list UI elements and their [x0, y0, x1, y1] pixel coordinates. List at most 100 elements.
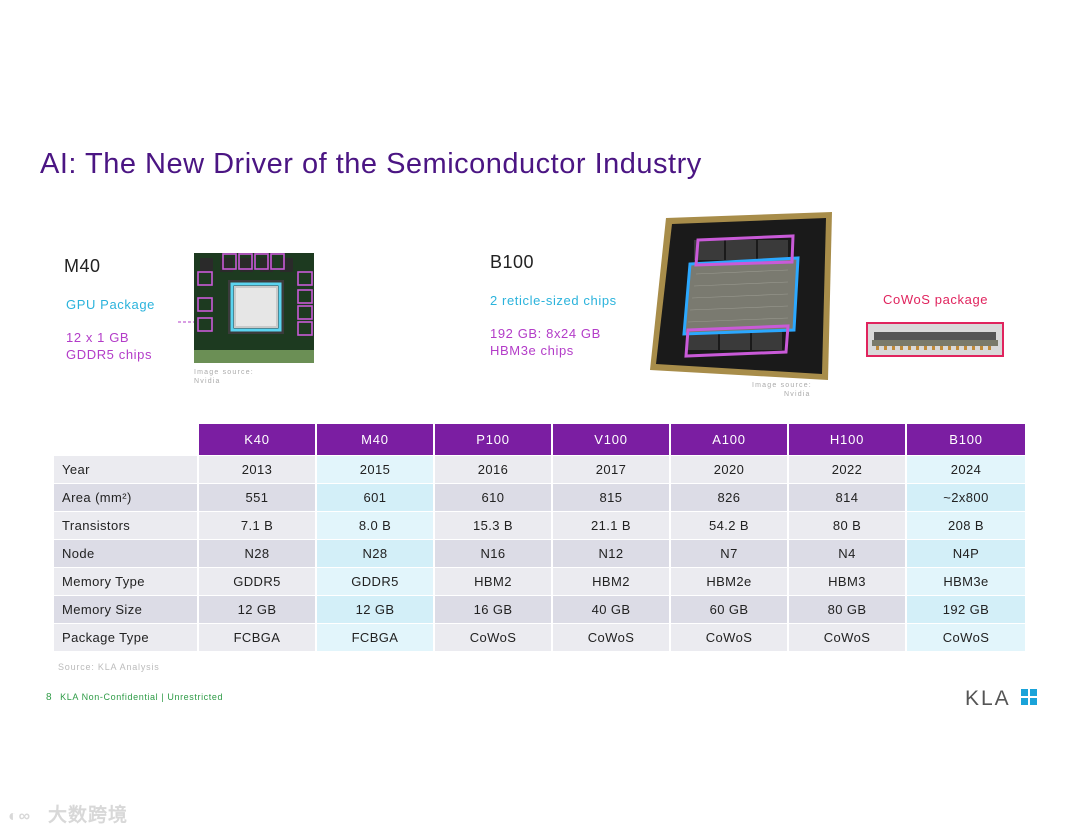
slide-footer: 8 KLA Non-Confidential | Unrestricted — [46, 692, 223, 703]
column-header-a100: A100 — [670, 424, 789, 455]
page-number: 8 — [46, 692, 53, 703]
row-label: Transistors — [54, 510, 199, 539]
table-cell: 2013 — [198, 454, 317, 483]
slide-title: AI: The New Driver of the Semiconductor … — [40, 148, 702, 180]
column-header-m40: M40 — [316, 424, 435, 455]
b100-package-image — [650, 212, 832, 380]
table-cell: 60 GB — [670, 594, 789, 623]
table-cell: 7.1 B — [198, 510, 317, 539]
table-cell: 2015 — [316, 454, 435, 483]
row-label: Year — [54, 454, 199, 483]
m40-memory-label-line2: GDDR5 chips — [66, 347, 153, 362]
table-cell: 2017 — [552, 454, 671, 483]
column-header-k40: K40 — [198, 424, 317, 455]
table-header-row: K40 M40 P100 V100 A100 H100 B100 — [54, 424, 1027, 455]
watermark: ◐∞ 大数跨境 — [8, 800, 128, 827]
b100-image-source-line1: Image source: — [752, 382, 812, 389]
table-cell: CoWoS — [552, 622, 671, 651]
row-label: Area (mm²) — [54, 482, 199, 511]
svg-text:KLA: KLA — [965, 687, 1011, 708]
classification-label: KLA Non-Confidential | Unrestricted — [60, 692, 224, 702]
table-cell: HBM2 — [434, 566, 553, 595]
m40-memory-label-line1: 12 x 1 GB — [66, 330, 130, 345]
m40-image-source-line1: Image source: — [194, 369, 254, 376]
column-header-b100: B100 — [906, 424, 1027, 455]
table-cell: HBM3 — [788, 566, 907, 595]
table-cell: 815 — [552, 482, 671, 511]
m40-memory-label: 12 x 1 GB GDDR5 chips — [66, 329, 152, 363]
table-cell: 551 — [198, 482, 317, 511]
table-cell: 12 GB — [316, 594, 435, 623]
table-cell: N28 — [198, 538, 317, 567]
row-label: Package Type — [54, 622, 199, 651]
m40-image-source-line2: Nvidia — [194, 378, 221, 385]
m40-package-image — [178, 253, 314, 363]
m40-gpu-package-label: GPU Package — [66, 297, 155, 312]
table-cell: 2016 — [434, 454, 553, 483]
cowos-package-label: CoWoS package — [883, 292, 989, 307]
table-cell: 814 — [788, 482, 907, 511]
watermark-logo-icon: ◐∞ — [8, 808, 32, 825]
table-cell: 2024 — [906, 454, 1027, 483]
table-cell: 15.3 B — [434, 510, 553, 539]
column-header-v100: V100 — [552, 424, 671, 455]
table-cell: N16 — [434, 538, 553, 567]
b100-hbm-label-line1: 192 GB: 8x24 GB — [490, 326, 601, 341]
table-cell: N7 — [670, 538, 789, 567]
b100-image-source: Image source: Nvidia — [752, 381, 812, 399]
table-header-corner — [54, 424, 199, 455]
cowos-package-image — [866, 322, 1004, 357]
b100-heading: B100 — [490, 252, 535, 272]
m40-image-source: Image source: Nvidia — [194, 368, 254, 386]
table-cell: 16 GB — [434, 594, 553, 623]
table-cell: HBM2e — [670, 566, 789, 595]
table-cell: 610 — [434, 482, 553, 511]
gpu-spec-table: K40 M40 P100 V100 A100 H100 B100 Year 20… — [54, 424, 1027, 651]
table-cell: GDDR5 — [316, 566, 435, 595]
table-cell: GDDR5 — [198, 566, 317, 595]
table-cell: ~2x800 — [906, 482, 1027, 511]
table-row-package-type: Package Type FCBGA FCBGA CoWoS CoWoS CoW… — [54, 622, 1027, 651]
row-label: Node — [54, 538, 199, 567]
table-cell: N4P — [906, 538, 1027, 567]
table-cell: N28 — [316, 538, 435, 567]
table-row-year: Year 2013 2015 2016 2017 2020 2022 2024 — [54, 454, 1027, 483]
table-row-transistors: Transistors 7.1 B 8.0 B 15.3 B 21.1 B 54… — [54, 510, 1027, 539]
table-cell: 80 GB — [788, 594, 907, 623]
table-cell: FCBGA — [316, 622, 435, 651]
table-cell: 2022 — [788, 454, 907, 483]
table-cell: 80 B — [788, 510, 907, 539]
b100-image-source-line2: Nvidia — [784, 391, 811, 398]
b100-hbm-label-line2: HBM3e chips — [490, 343, 574, 358]
row-label: Memory Size — [54, 594, 199, 623]
table-cell: CoWoS — [906, 622, 1027, 651]
table-cell: CoWoS — [434, 622, 553, 651]
table-cell: CoWoS — [788, 622, 907, 651]
table-cell: 192 GB — [906, 594, 1027, 623]
table-cell: 40 GB — [552, 594, 671, 623]
kla-logo: KLA — [965, 687, 1037, 708]
table-cell: HBM3e — [906, 566, 1027, 595]
table-cell: FCBGA — [198, 622, 317, 651]
table-cell: N4 — [788, 538, 907, 567]
table-cell: 601 — [316, 482, 435, 511]
b100-hbm-label: 192 GB: 8x24 GB HBM3e chips — [490, 325, 601, 359]
row-label: Memory Type — [54, 566, 199, 595]
watermark-text: 大数跨境 — [48, 805, 129, 826]
table-cell: 8.0 B — [316, 510, 435, 539]
table-cell: HBM2 — [552, 566, 671, 595]
table-cell: 12 GB — [198, 594, 317, 623]
table-cell: CoWoS — [670, 622, 789, 651]
table-source-note: Source: KLA Analysis — [58, 662, 160, 672]
table-cell: 208 B — [906, 510, 1027, 539]
table-cell: 2020 — [670, 454, 789, 483]
table-row-node: Node N28 N28 N16 N12 N7 N4 N4P — [54, 538, 1027, 567]
table-row-area: Area (mm²) 551 601 610 815 826 814 ~2x80… — [54, 482, 1027, 511]
table-row-memory-type: Memory Type GDDR5 GDDR5 HBM2 HBM2 HBM2e … — [54, 566, 1027, 595]
b100-reticle-label: 2 reticle-sized chips — [490, 293, 617, 308]
table-cell: N12 — [552, 538, 671, 567]
m40-heading: M40 — [64, 256, 101, 276]
table-cell: 826 — [670, 482, 789, 511]
table-cell: 54.2 B — [670, 510, 789, 539]
table-row-memory-size: Memory Size 12 GB 12 GB 16 GB 40 GB 60 G… — [54, 594, 1027, 623]
